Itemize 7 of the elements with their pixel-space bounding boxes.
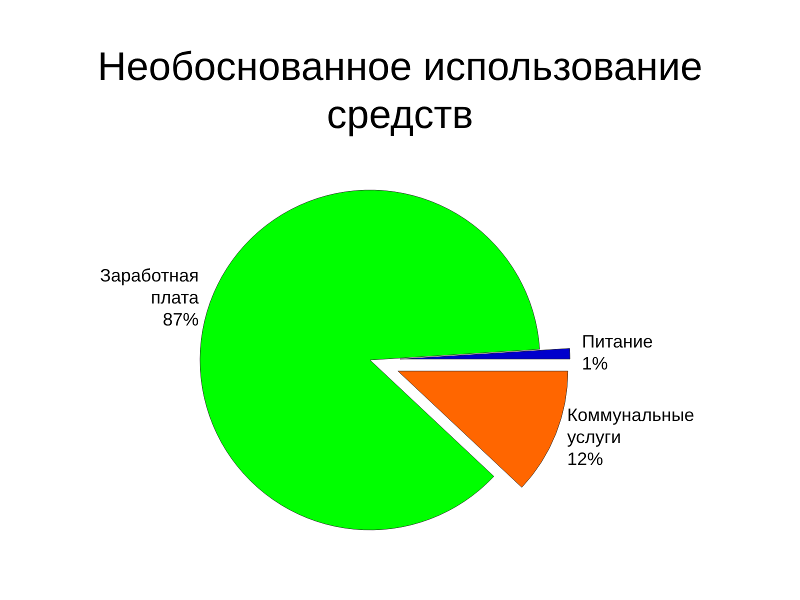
chart-title: Необоснованное использование средств [97,45,703,137]
slice-label: Питание [582,331,653,352]
data-label: 1% [582,353,608,374]
data-label: 87% [162,309,199,330]
slice-label: Заработная плата [100,265,200,308]
slice-label: Коммунальные услуги [567,405,694,448]
data-label: 12% [567,449,604,470]
